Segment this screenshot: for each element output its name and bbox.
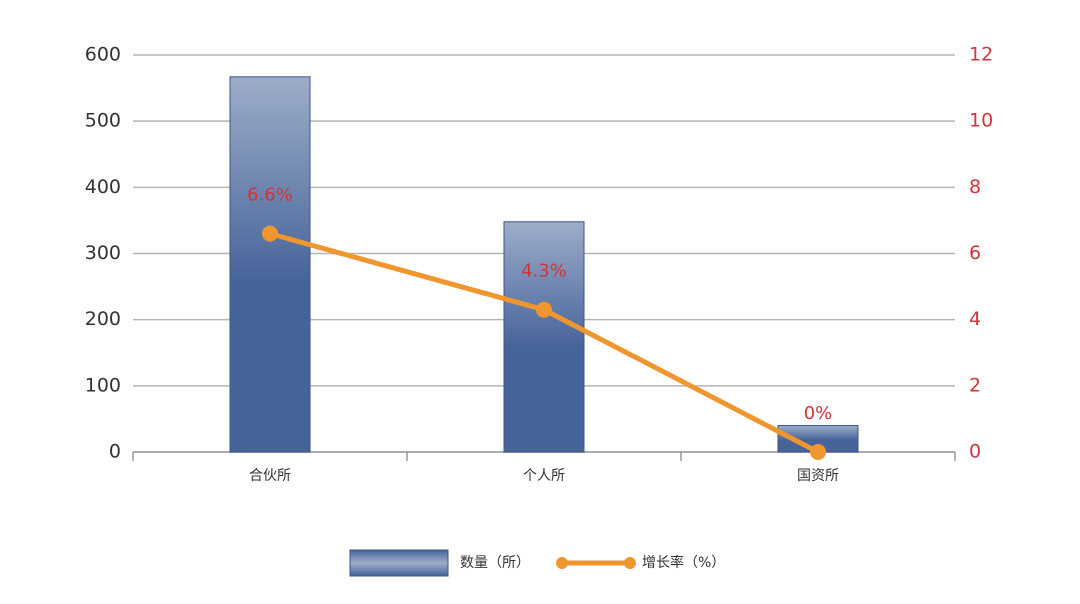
bar [503,221,585,453]
y2-tick-label: 6 [969,242,981,264]
legend-label: 数量（所） [460,555,530,571]
legend-swatch [349,549,449,577]
y-tick-label: 500 [85,110,121,132]
data-label: 6.6% [247,185,293,206]
legend-label: 增长率（%） [642,554,725,571]
line-point [536,301,552,318]
y-tick-label: 0 [109,441,121,463]
y2-tick-label: 8 [969,176,981,198]
y-tick-label: 400 [85,176,121,198]
x-tick-label: 国资所 [797,468,839,484]
line-point [810,444,826,460]
x-tick-label: 个人所 [523,468,565,484]
y-tick-label: 300 [85,242,121,264]
legend-swatch [556,557,568,569]
y-tick-label: 200 [85,308,121,330]
y2-tick-label: 0 [969,441,981,463]
bar [229,76,311,453]
x-tick-label: 合伙所 [249,468,291,484]
y2-tick-label: 10 [969,110,993,132]
y2-tick-label: 2 [969,374,981,396]
y-tick-label: 600 [85,44,121,66]
legend-swatch [624,557,636,569]
y-tick-label: 100 [85,374,121,396]
y2-tick-label: 12 [969,44,993,66]
y2-tick-label: 4 [969,308,981,330]
data-label: 0% [804,403,833,424]
line-point [262,225,278,242]
data-label: 4.3% [521,261,567,282]
